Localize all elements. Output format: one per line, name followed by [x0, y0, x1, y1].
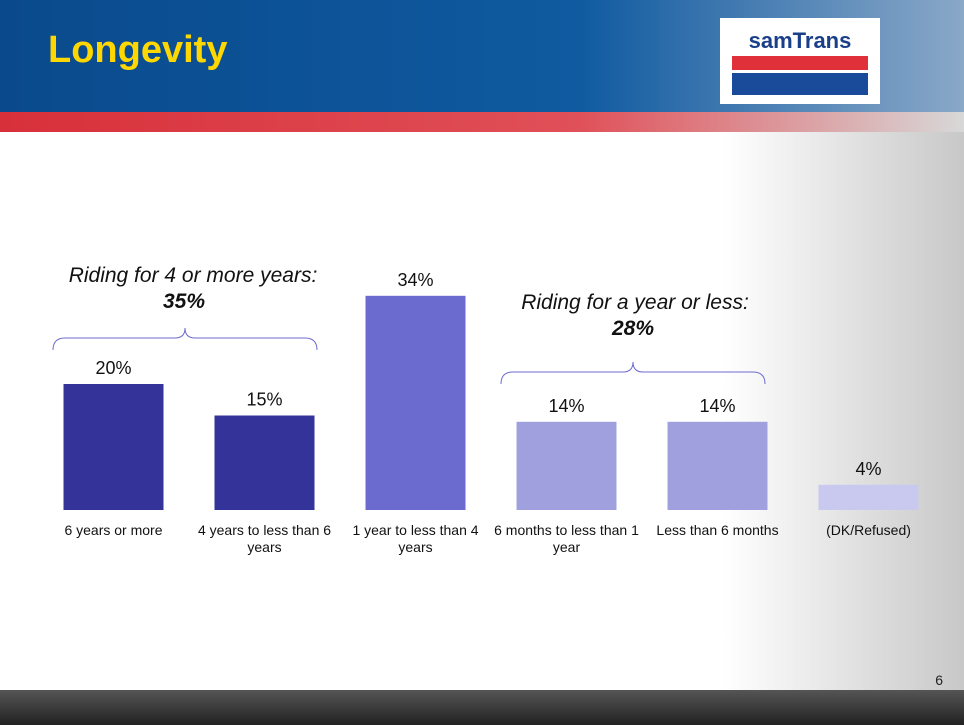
logo-text: samTrans: [749, 28, 852, 53]
brace: [52, 327, 318, 351]
annotation: Riding for a year or less:: [521, 291, 749, 314]
x-tick-label: (DK/Refused): [826, 522, 911, 538]
x-tick-label: 6 months to less than 1 year: [494, 522, 639, 555]
bar: [516, 421, 617, 510]
bar: [818, 484, 919, 510]
data-label: 14%: [699, 396, 735, 416]
slide-title: Longevity: [48, 29, 227, 71]
bar: [667, 421, 768, 510]
annotation-value: 35%: [163, 290, 205, 313]
data-label: 15%: [246, 390, 282, 410]
bar: [214, 415, 315, 510]
logo-red: [732, 56, 868, 70]
data-label: 20%: [95, 358, 131, 378]
annotation-value: 28%: [611, 317, 654, 340]
bar: [365, 295, 466, 510]
data-label: 4%: [855, 459, 881, 479]
footer-bar: [0, 690, 964, 725]
data-label: 14%: [548, 396, 584, 416]
annotation: Riding for 4 or more years:: [69, 264, 318, 287]
header-stripe: [0, 112, 964, 132]
logo-blue: [732, 73, 868, 95]
data-label: 34%: [397, 270, 433, 290]
bar: [63, 384, 164, 510]
x-tick-label: 4 years to less than 6 years: [197, 522, 332, 555]
brace: [500, 361, 766, 385]
x-tick-label: 6 years or more: [64, 522, 163, 538]
x-tick-label: 1 year to less than 4 years: [352, 522, 479, 555]
page-number: 6: [935, 672, 943, 688]
x-tick-label: Less than 6 months: [656, 522, 779, 538]
